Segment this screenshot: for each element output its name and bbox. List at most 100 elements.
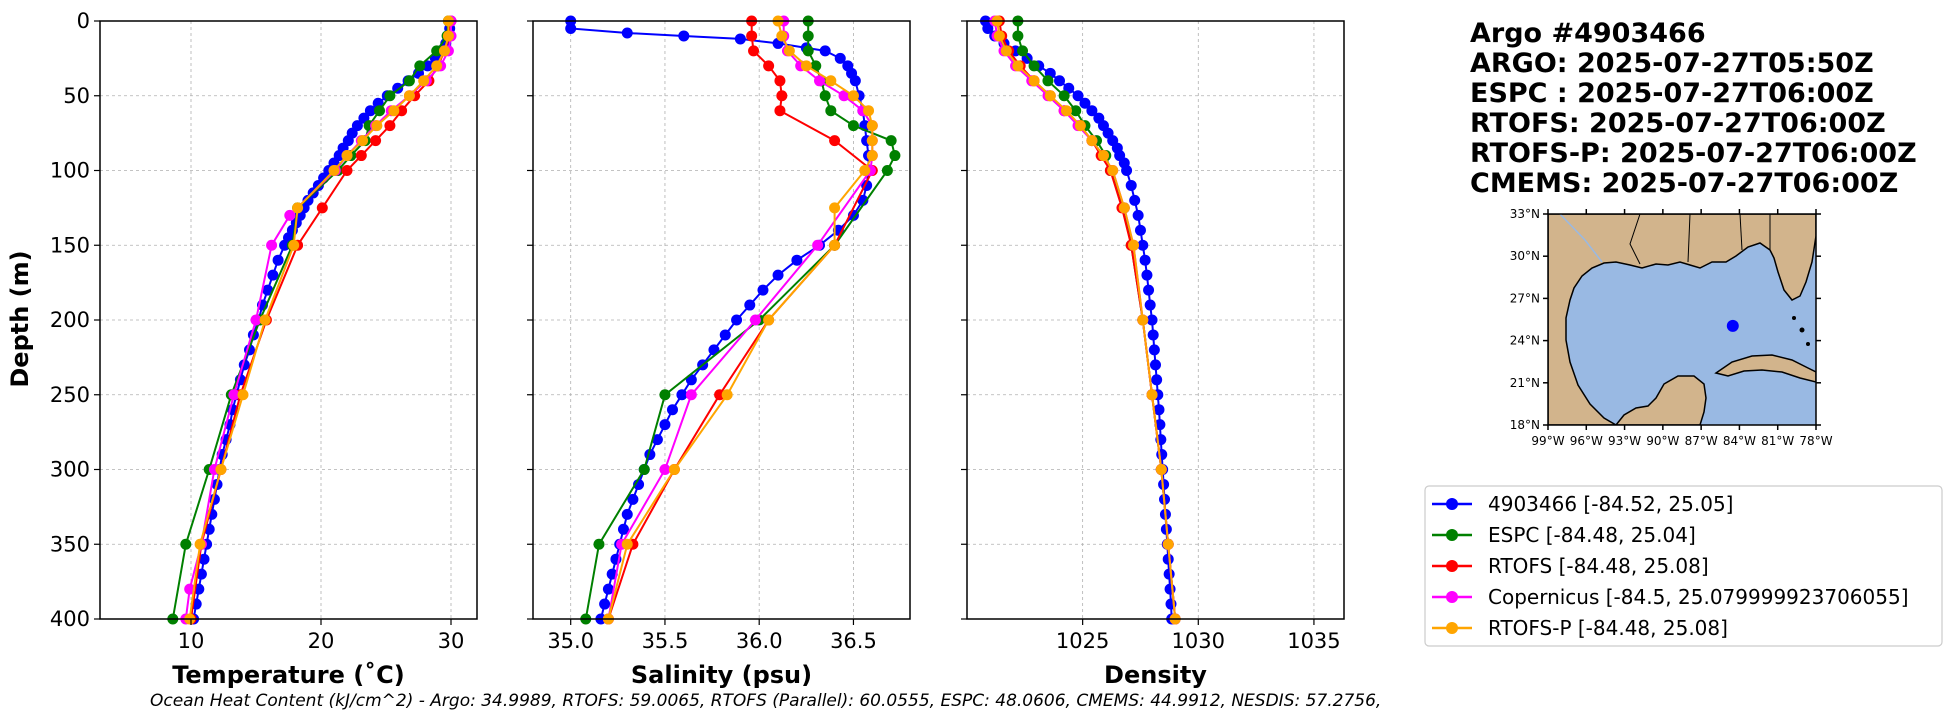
y-tick-label: 100 (50, 159, 90, 183)
data-point-rtofs (396, 105, 408, 117)
data-point-4903466 (857, 194, 869, 206)
data-point-copernicus (814, 75, 826, 87)
data-point-4903466 (1139, 254, 1151, 266)
data-point-rtofs-p (993, 30, 1005, 42)
map-lon-tick-label: 84°W (1723, 434, 1756, 448)
data-point-copernicus (812, 239, 824, 251)
data-point-4903466 (364, 105, 376, 117)
data-point-4903466 (678, 30, 690, 42)
map-lon-tick-label: 78°W (1799, 434, 1832, 448)
legend-entry-label: RTOFS [-84.48, 25.08] (1488, 554, 1709, 578)
data-point-rtofs-p (1137, 314, 1149, 326)
title-line-cmems-time: CMEMS: 2025-07-27T06:00Z (1470, 168, 1898, 199)
data-point-rtofs-p (1028, 75, 1040, 87)
data-point-4903466 (1125, 179, 1137, 191)
title-line-argo-time: ARGO: 2025-07-27T05:50Z (1470, 48, 1874, 79)
legend-swatch-marker (1446, 498, 1458, 510)
data-point-rtofs (714, 389, 726, 401)
data-point-espc (1028, 60, 1040, 72)
data-point-espc (659, 389, 671, 401)
data-point-rtofs (746, 30, 758, 42)
data-point-rtofs-p (418, 75, 430, 87)
data-point-4903466 (272, 254, 284, 266)
data-point-rtofs (748, 45, 760, 57)
data-point-4903466 (772, 269, 784, 281)
data-point-copernicus (228, 389, 240, 401)
data-point-espc (1058, 90, 1070, 102)
data-point-copernicus (184, 583, 196, 595)
map-lon-tick-label: 81°W (1761, 434, 1794, 448)
data-point-4903466 (1086, 105, 1098, 117)
x-tick-label: 10 (178, 629, 205, 653)
x-tick-label: 1025 (1056, 629, 1109, 653)
data-point-rtofs-p (194, 538, 206, 550)
legend-swatch-marker (1446, 591, 1458, 603)
legend-entry-label: RTOFS-P [-84.48, 25.08] (1488, 616, 1728, 640)
data-point-rtofs-p (866, 135, 878, 147)
data-point-rtofs-p (1162, 538, 1174, 550)
data-point-rtofs-p (388, 105, 400, 117)
data-point-rtofs-p (1155, 464, 1167, 475)
x-tick-label: 36.5 (830, 629, 877, 653)
title-block: Argo #4903466 ARGO: 2025-07-27T05:50Z ES… (1470, 18, 1917, 199)
data-point-rtofs-p (800, 60, 812, 72)
data-point-4903466 (1153, 404, 1165, 416)
data-point-espc (384, 90, 396, 102)
data-point-4903466 (1054, 75, 1066, 87)
data-point-espc (889, 150, 901, 162)
data-point-4903466 (1164, 583, 1176, 595)
data-point-rtofs-p (776, 30, 788, 42)
data-point-copernicus (659, 464, 671, 475)
data-point-4903466 (849, 75, 861, 87)
temperature-panel: 10 20 30050100150200250300350400Temperatur… (50, 9, 478, 689)
data-point-espc (1012, 30, 1024, 42)
data-point-espc (847, 120, 859, 132)
data-point-rtofs-p (439, 45, 450, 57)
data-point-rtofs-p (442, 30, 454, 42)
data-point-rtofs-p (866, 120, 878, 132)
data-point-4903466 (621, 508, 633, 520)
title-line-rtofsp-time: RTOFS-P: 2025-07-27T06:00Z (1470, 138, 1917, 169)
data-point-copernicus (266, 239, 278, 251)
data-point-espc (802, 45, 814, 57)
data-point-rtofs-p (288, 239, 300, 251)
map-lat-tick-label: 30°N (1510, 249, 1540, 263)
data-point-rtofs-p (763, 314, 775, 326)
data-point-4903466 (1151, 374, 1163, 386)
data-point-rtofs-p (668, 464, 680, 475)
map-lon-tick-label: 93°W (1608, 434, 1641, 448)
data-point-espc (810, 60, 822, 72)
data-point-rtofs-p (1000, 45, 1012, 57)
data-point-4903466 (819, 45, 831, 57)
title-line-espc-time: ESPC : 2025-07-27T06:00Z (1470, 78, 1874, 109)
x-tick-label: 1035 (1287, 629, 1340, 653)
data-point-4903466 (982, 22, 994, 34)
data-point-rtofs-p (371, 120, 383, 132)
legend-swatch-marker (1446, 622, 1458, 634)
data-point-4903466 (1141, 269, 1153, 281)
data-point-copernicus (749, 314, 761, 326)
map-land-us (1548, 214, 1816, 425)
data-point-copernicus (838, 90, 850, 102)
data-point-espc (819, 90, 831, 102)
y-tick-label: 150 (50, 233, 90, 257)
data-point-rtofs-p (292, 202, 304, 214)
y-tick-label: 350 (50, 532, 90, 556)
map-lon-tick-label: 90°W (1646, 434, 1679, 448)
legend-entry-label: ESPC [-84.48, 25.04] (1488, 523, 1696, 547)
data-point-4903466 (422, 60, 434, 72)
data-point-rtofs-p (1012, 60, 1024, 72)
data-point-espc (825, 105, 837, 117)
data-point-4903466 (1134, 224, 1146, 236)
title-line-rtofs-time: RTOFS: 2025-07-27T06:00Z (1470, 108, 1886, 139)
data-point-espc (1042, 75, 1054, 87)
data-point-espc (881, 165, 893, 176)
x-tick-label: 30 (438, 629, 465, 653)
data-point-rtofs (774, 75, 786, 87)
data-point-4903466 (267, 269, 279, 281)
x-tick-label: 35.5 (642, 629, 689, 653)
data-point-rtofs-p (1107, 165, 1119, 176)
data-point-4903466 (262, 284, 274, 296)
data-point-4903466 (599, 598, 611, 610)
data-point-4903466 (659, 419, 671, 431)
